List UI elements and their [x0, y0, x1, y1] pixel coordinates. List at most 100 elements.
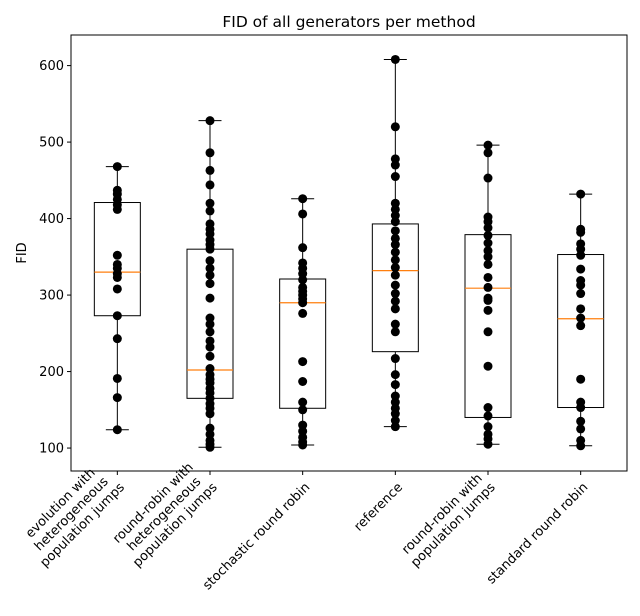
- data-point: [390, 280, 400, 290]
- data-point: [483, 282, 493, 292]
- data-point: [298, 405, 308, 415]
- data-point: [298, 357, 308, 367]
- data-point: [205, 219, 215, 229]
- data-point: [483, 173, 493, 183]
- data-point: [390, 416, 400, 426]
- data-point: [112, 334, 122, 344]
- plot-area: 100 200 300 400 500 600 evolution withheteroge…: [16, 54, 605, 593]
- data-point: [390, 198, 400, 208]
- data-point: [483, 140, 493, 150]
- data-point: [390, 226, 400, 236]
- data-point: [112, 373, 122, 383]
- x-tick-label: standard round robin: [484, 480, 591, 587]
- x-tick-label-line: standard round robin: [484, 480, 591, 587]
- data-point: [390, 255, 400, 265]
- data-point: [390, 289, 400, 299]
- data-point: [483, 238, 493, 248]
- data-point: [483, 148, 493, 158]
- data-point: [112, 259, 122, 269]
- y-axis-label: FID: [15, 242, 30, 263]
- data-point: [112, 425, 122, 435]
- x-tick-label: reference: [351, 480, 406, 535]
- data-point: [483, 305, 493, 315]
- x-tick-label-line: stochastic round robin: [200, 480, 313, 593]
- data-point: [205, 364, 215, 374]
- box-group: [557, 189, 605, 451]
- data-point: [298, 377, 308, 387]
- data-point: [390, 172, 400, 182]
- data-point: [298, 243, 308, 253]
- data-point: [205, 336, 215, 346]
- data-point: [112, 311, 122, 321]
- data-point: [390, 233, 400, 243]
- box-group: [464, 140, 512, 449]
- data-point: [112, 185, 122, 195]
- data-point: [205, 423, 215, 433]
- data-point: [112, 393, 122, 403]
- x-tick-label-line: reference: [351, 480, 406, 535]
- data-point: [576, 374, 586, 384]
- data-point: [390, 354, 400, 364]
- data-point: [576, 239, 586, 249]
- plot-frame: [70, 34, 628, 472]
- data-point: [205, 293, 215, 303]
- data-point: [483, 212, 493, 222]
- data-point: [390, 380, 400, 390]
- data-point: [205, 263, 215, 273]
- box-group: [279, 194, 327, 450]
- data-point: [483, 272, 493, 282]
- data-point: [112, 250, 122, 260]
- data-point: [390, 270, 400, 280]
- data-point: [576, 224, 586, 234]
- data-point: [390, 296, 400, 306]
- data-point: [298, 397, 308, 407]
- data-point: [205, 148, 215, 158]
- data-point: [205, 165, 215, 175]
- data-point: [576, 321, 586, 331]
- data-point: [390, 391, 400, 401]
- data-point: [576, 397, 586, 407]
- y-tick-label: 600: [39, 59, 64, 74]
- data-point: [483, 429, 493, 439]
- data-point: [298, 282, 308, 292]
- data-point: [483, 246, 493, 256]
- data-point: [205, 279, 215, 289]
- box-group: [93, 162, 141, 435]
- data-point: [390, 154, 400, 164]
- box-group: [371, 54, 419, 432]
- data-point: [576, 304, 586, 314]
- x-tick-label: round-robin withheterogeneouspopulation …: [108, 458, 220, 570]
- y-tick-label: 200: [39, 365, 64, 380]
- data-point: [205, 327, 215, 337]
- data-point: [390, 304, 400, 314]
- data-point: [390, 370, 400, 380]
- chart-title: FID of all generators per method: [222, 13, 475, 31]
- data-point: [483, 411, 493, 421]
- x-tick-label: evolution withheterogeneouspopulation ju…: [16, 458, 128, 570]
- data-point: [390, 122, 400, 132]
- data-point: [205, 198, 215, 208]
- data-point: [483, 403, 493, 413]
- y-tick-label: 300: [39, 289, 64, 304]
- data-point: [298, 420, 308, 430]
- data-point: [576, 313, 586, 323]
- data-point: [298, 209, 308, 219]
- data-point: [390, 319, 400, 329]
- data-point: [205, 116, 215, 126]
- data-point: [205, 180, 215, 190]
- data-point: [576, 289, 586, 299]
- data-point: [112, 284, 122, 294]
- y-tick-label: 100: [39, 442, 64, 457]
- data-point: [483, 327, 493, 337]
- data-point: [483, 259, 493, 269]
- data-point: [390, 247, 400, 257]
- y-tick-label: 500: [39, 136, 64, 151]
- data-point: [112, 162, 122, 172]
- data-point: [576, 276, 586, 286]
- data-point: [390, 54, 400, 64]
- data-point: [390, 263, 400, 273]
- data-point: [298, 194, 308, 204]
- data-point: [576, 416, 586, 426]
- data-point: [483, 422, 493, 432]
